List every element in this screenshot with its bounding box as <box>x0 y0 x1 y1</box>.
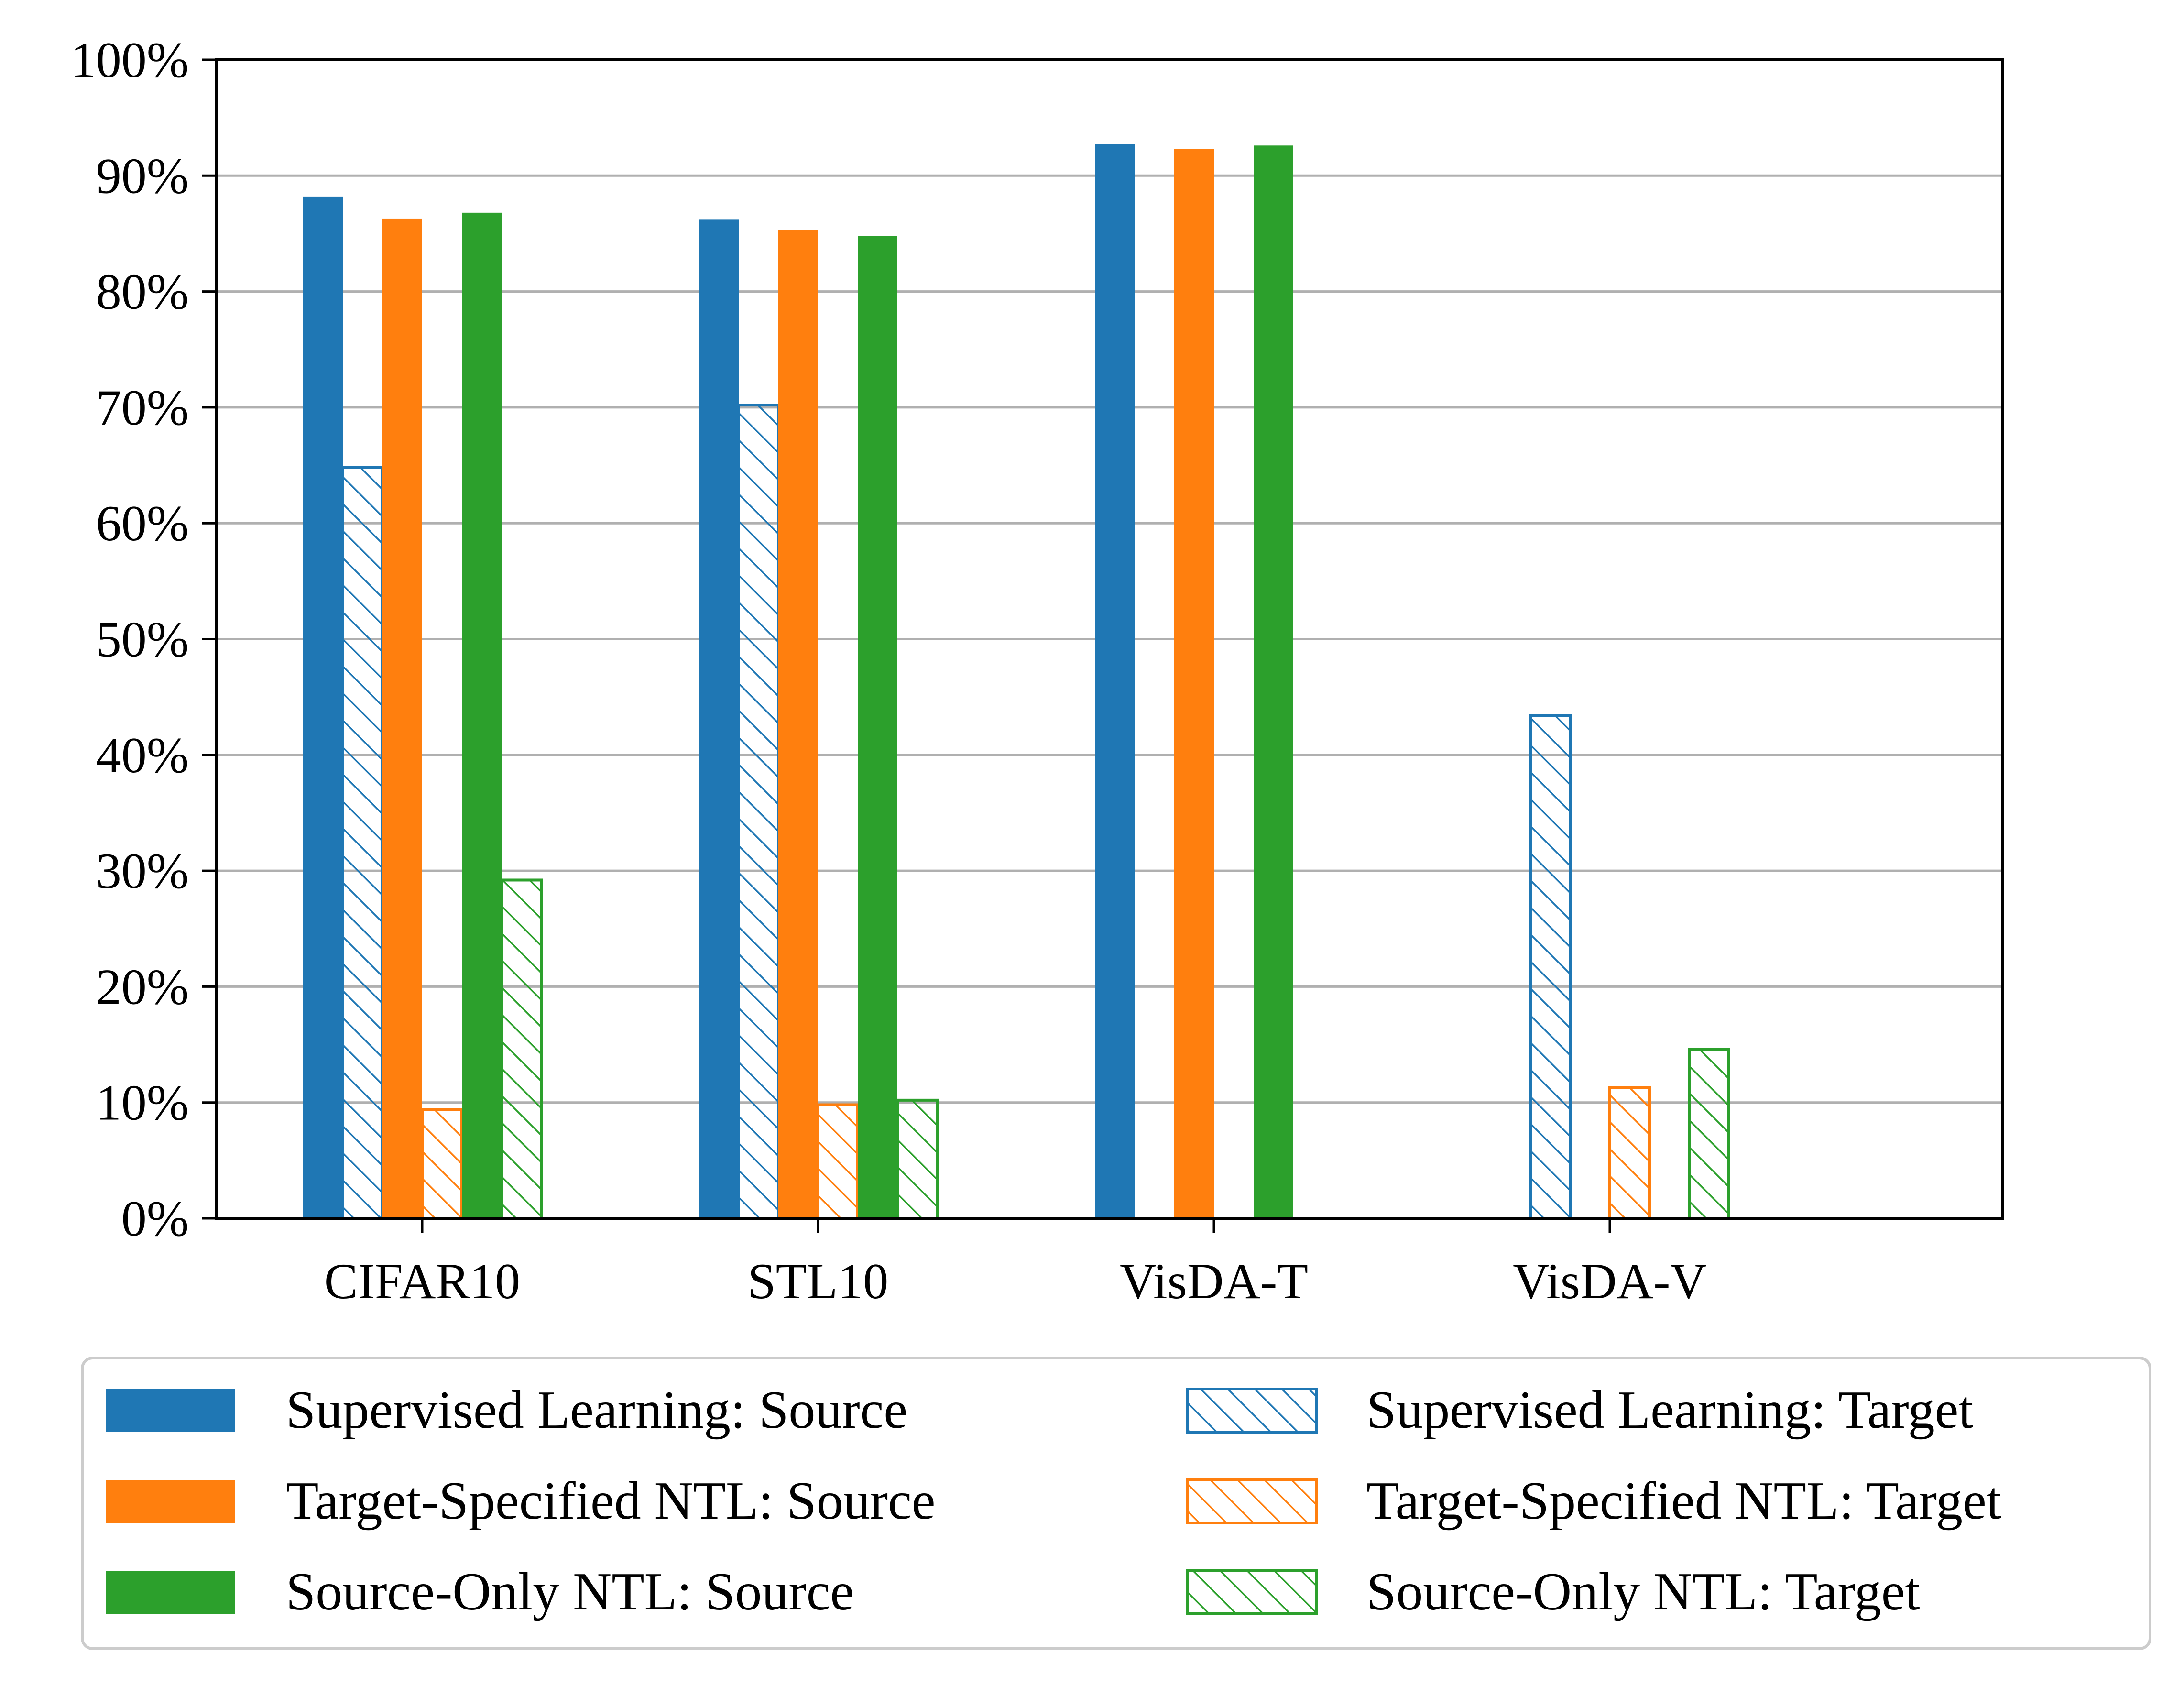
bar-target-specified-ntl-target-cifar10 <box>421 1108 463 1220</box>
x-axis: CIFAR10 STL10 VisDA-T VisDA-V <box>324 1218 1707 1309</box>
y-tick-label: 30% <box>96 843 189 899</box>
legend-handle-target-specified-ntl-source <box>106 1480 235 1523</box>
y-tick-label: 90% <box>96 148 189 204</box>
bar-source-only-ntl-target-stl10 <box>896 1098 939 1220</box>
y-tick-label: 70% <box>96 380 189 436</box>
bars <box>303 144 1730 1220</box>
bar-supervised-learning-target-cifar10 <box>341 466 384 1220</box>
bar-supervised-learning-source-visda-t <box>1095 144 1135 1219</box>
y-tick-label: 40% <box>96 727 189 783</box>
legend: Supervised Learning: Source Target-Specif… <box>81 1357 2151 1650</box>
legend-label-supervised-learning-target: Supervised Learning: Target <box>1366 1380 1973 1440</box>
legend-label-source-only-ntl-target: Source-Only NTL: Target <box>1366 1562 1920 1621</box>
bar-source-only-ntl-target-cifar10 <box>500 878 543 1220</box>
legend-label-supervised-learning-source: Supervised Learning: Source <box>286 1380 907 1440</box>
y-tick-label: 50% <box>96 612 189 668</box>
legend-frame <box>81 1357 2151 1650</box>
y-axis: 0% 10% 20% 30% 40% 50% 60% 70% 80% 90% 100% <box>71 32 217 1247</box>
bar-target-specified-ntl-target-visda-v <box>1608 1086 1651 1220</box>
legend-handle-source-only-ntl-target <box>1186 1569 1318 1615</box>
y-tick-label: 10% <box>96 1075 189 1131</box>
legend-label-target-specified-ntl-source: Target-Specified NTL: Source <box>286 1471 936 1531</box>
x-tick-label-visda-v: VisDA-V <box>1513 1253 1707 1309</box>
y-tick-label: 100% <box>71 32 189 88</box>
legend-label-target-specified-ntl-target: Target-Specified NTL: Target <box>1366 1471 2001 1531</box>
x-tick-label-visda-t: VisDA-T <box>1120 1253 1308 1309</box>
bar-source-only-ntl-source-cifar10 <box>462 212 502 1219</box>
bar-target-specified-ntl-source-cifar10 <box>382 218 422 1219</box>
legend-handle-supervised-learning-target <box>1186 1388 1318 1434</box>
bar-supervised-learning-source-cifar10 <box>303 196 343 1218</box>
bar-supervised-learning-target-visda-v <box>1529 714 1572 1220</box>
legend-handle-supervised-learning-source <box>106 1389 235 1432</box>
y-tick-label: 0% <box>121 1191 189 1247</box>
bar-target-specified-ntl-target-stl10 <box>817 1103 859 1220</box>
bar-supervised-learning-source-stl10 <box>699 219 739 1218</box>
bar-source-only-ntl-source-visda-t <box>1254 145 1293 1218</box>
bar-target-specified-ntl-source-stl10 <box>778 230 818 1219</box>
bar-source-only-ntl-target-visda-v <box>1688 1048 1730 1220</box>
bar-source-only-ntl-source-stl10 <box>858 236 897 1219</box>
bar-supervised-learning-target-stl10 <box>737 404 780 1220</box>
y-tick-label: 20% <box>96 959 189 1015</box>
legend-label-source-only-ntl-source: Source-Only NTL: Source <box>286 1562 854 1621</box>
x-tick-label-stl10: STL10 <box>748 1253 888 1309</box>
bar-target-specified-ntl-source-visda-t <box>1174 149 1214 1218</box>
y-tick-label: 60% <box>96 495 189 551</box>
x-tick-label-cifar10: CIFAR10 <box>324 1253 520 1309</box>
legend-handle-target-specified-ntl-target <box>1186 1478 1318 1524</box>
legend-handle-source-only-ntl-source <box>106 1571 235 1614</box>
y-tick-label: 80% <box>96 264 189 320</box>
